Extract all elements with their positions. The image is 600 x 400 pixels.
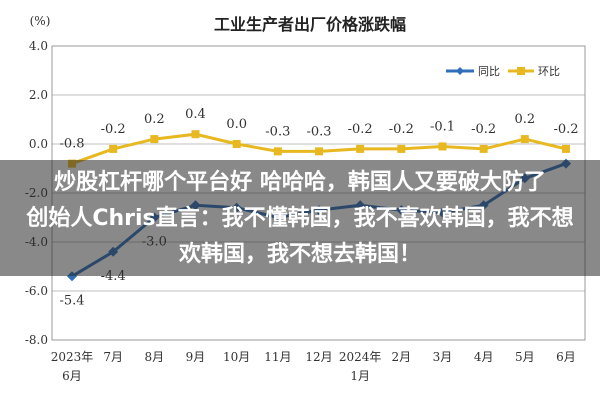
data-label: 0.0 — [226, 117, 247, 132]
data-point-mom — [150, 135, 159, 144]
data-label: -0.2 — [101, 122, 126, 137]
data-point-mom — [273, 147, 282, 156]
data-label: -0.8 — [59, 137, 84, 152]
data-label: -0.1 — [430, 119, 455, 134]
x-tick-label: 2月 — [392, 350, 412, 364]
data-point-mom — [562, 144, 570, 153]
data-point-mom — [315, 147, 323, 156]
legend-label-yoy: 同比 — [478, 65, 500, 78]
x-tick-label: 4月 — [474, 350, 494, 364]
x-tick-label: 5月 — [515, 350, 535, 364]
data-label: 0.2 — [514, 112, 535, 127]
data-point-mom — [109, 144, 118, 153]
data-label: -0.2 — [471, 122, 496, 137]
legend: 同比 环比 — [446, 65, 560, 78]
data-point-mom — [356, 144, 365, 153]
y-tick-label: 2.0 — [29, 88, 48, 102]
y-unit-label: (%) — [30, 14, 51, 28]
y-tick-label: 0.0 — [29, 137, 48, 151]
data-label: 0.2 — [144, 112, 165, 127]
data-label: 0.4 — [185, 107, 206, 122]
y-tick-label: -6.0 — [25, 284, 48, 298]
overlay-headline-line-1: 炒股杠杆哪个平台好 哈哈哈，韩国人又要破大防了 — [54, 170, 546, 195]
legend-marker-mom — [517, 67, 525, 75]
data-point-mom — [520, 135, 529, 144]
chart-title: 工业生产者出厂价格涨跌幅 — [214, 15, 406, 34]
x-tick-label: 3月 — [433, 350, 453, 364]
y-tick-label: -8.0 — [25, 333, 48, 347]
overlay-headline-line-3: 欢韩国，我不想去韩国！ — [178, 242, 421, 267]
x-tick-label: 6月 — [62, 369, 82, 383]
legend-marker-yoy — [456, 67, 464, 75]
data-point-mom — [191, 130, 200, 139]
data-label: -5.4 — [59, 293, 84, 308]
x-tick-label: 11月 — [264, 350, 291, 364]
overlay-headline-line-2: 创始人Chris直言：我不懂韩国，我不喜欢韩国，我不想 — [26, 206, 574, 231]
data-labels: -5.4-4.4-3.0-0.8-0.20.20.40.0-0.3-0.3-0.… — [59, 107, 578, 308]
x-tick-label: 12月 — [305, 350, 332, 364]
data-point-mom — [479, 144, 488, 153]
x-tick-label: 7月 — [103, 350, 123, 364]
data-point-mom — [397, 144, 406, 153]
x-tick-label: 2023年 — [51, 350, 94, 364]
data-point-mom — [232, 140, 241, 148]
y-tick-label: 4.0 — [29, 39, 48, 53]
x-tick-label: 6月 — [556, 350, 576, 364]
x-tick-label: 9月 — [186, 350, 206, 364]
data-label: -0.2 — [553, 122, 578, 137]
x-tick-label: 1月 — [350, 369, 370, 383]
data-label: -0.2 — [348, 122, 373, 137]
data-label: -0.3 — [265, 124, 290, 139]
data-point-mom — [438, 142, 447, 151]
x-tick-label: 10月 — [223, 350, 250, 364]
news-overlay-banner[interactable]: 炒股杠杆哪个平台好 哈哈哈，韩国人又要破大防了 创始人Chris直言：我不懂韩国… — [0, 160, 600, 276]
data-label: -0.2 — [389, 122, 414, 137]
x-tick-label: 2024年 — [339, 350, 382, 364]
legend-label-mom: 环比 — [538, 65, 560, 78]
x-tick-label: 8月 — [145, 350, 165, 364]
data-label: -0.3 — [306, 124, 331, 139]
